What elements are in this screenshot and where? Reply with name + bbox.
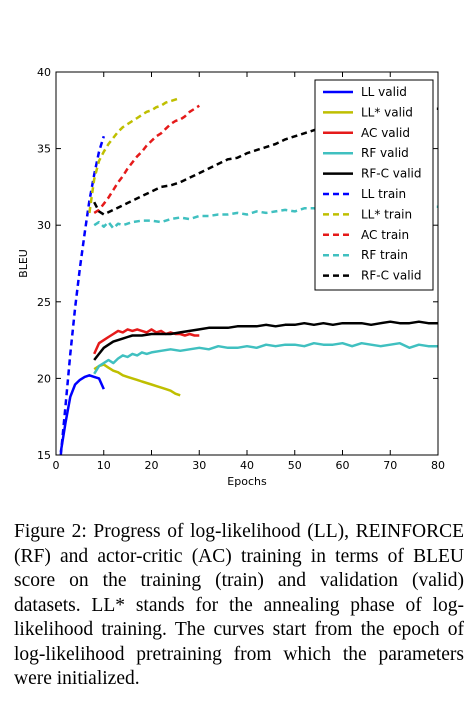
series-line-3	[93, 341, 438, 375]
legend-label: AC train	[361, 228, 409, 242]
series-line-2	[93, 328, 200, 355]
series-line-4	[93, 320, 438, 361]
y-tick-label: 25	[37, 296, 51, 309]
legend-label: LL* valid	[361, 105, 413, 119]
series-line-7	[93, 104, 200, 214]
series-line-5	[59, 135, 105, 456]
legend-label: RF valid	[361, 146, 409, 160]
figure-caption: Figure 2: Progress of log-likelihood (LL…	[14, 521, 464, 689]
x-tick-label: 60	[336, 459, 350, 472]
series-line-6	[88, 96, 181, 214]
x-tick-label: 10	[97, 459, 111, 472]
y-tick-label: 35	[37, 143, 51, 156]
x-tick-label: 50	[288, 459, 302, 472]
legend-label: LL train	[361, 187, 406, 201]
y-tick-label: 15	[37, 449, 51, 462]
series-line-1	[93, 363, 181, 397]
figure: 0 10 20 30 40 50 60 70 80 15 20 25 30 35 40 Epochs BLEU L…	[17, 66, 445, 488]
legend-label: RF-C valid	[361, 269, 422, 283]
y-tick-label: 20	[37, 372, 51, 385]
x-tick-label: 70	[383, 459, 397, 472]
bleu-line-chart: 0 10 20 30 40 50 60 70 80 15 20 25 30 35 40 Epochs BLEU L…	[17, 66, 445, 488]
x-tick-label: 80	[431, 459, 445, 472]
x-tick-label: 30	[192, 459, 206, 472]
series-line-8	[93, 204, 438, 230]
legend-label: LL valid	[361, 85, 407, 99]
y-tick-label: 40	[37, 66, 51, 79]
legend-label: LL* train	[361, 207, 412, 221]
series-line-0	[59, 374, 105, 453]
y-tick-label: 30	[37, 219, 51, 232]
x-tick-label: 0	[53, 459, 60, 472]
legend-label: AC valid	[361, 126, 410, 140]
legend-label: RF train	[361, 248, 408, 262]
x-tick-label: 20	[145, 459, 159, 472]
y-axis-title: BLEU	[17, 249, 30, 278]
legend-label: RF-C valid	[361, 167, 422, 181]
x-tick-label: 40	[240, 459, 254, 472]
x-axis-title: Epochs	[227, 475, 267, 488]
